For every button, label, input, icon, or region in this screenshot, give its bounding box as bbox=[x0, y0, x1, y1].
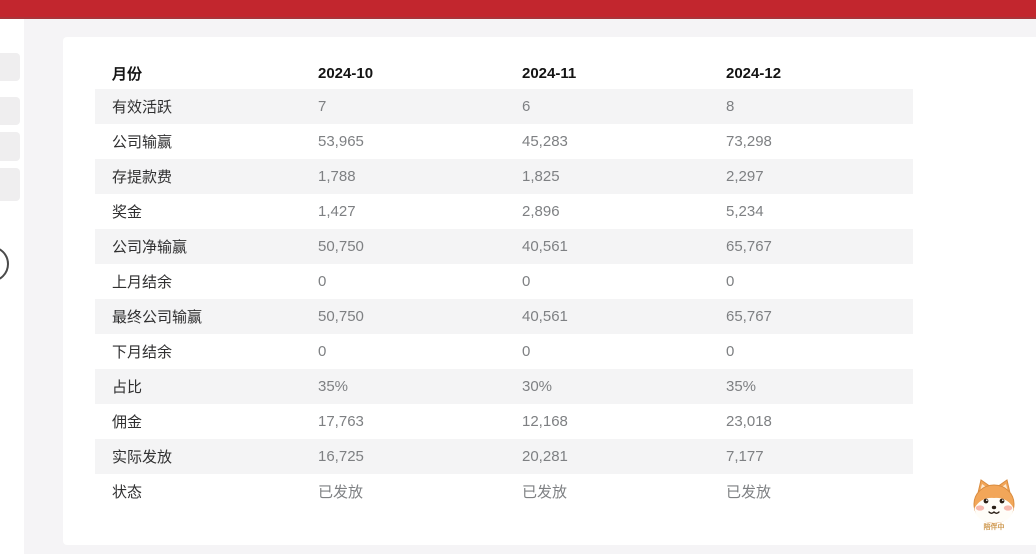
report-card: 月份 2024-10 2024-11 2024-12 有效活跃 7 6 8 公司… bbox=[63, 37, 1036, 545]
cell-2024-10: 已发放 bbox=[318, 484, 364, 501]
row-label: 存提款费 bbox=[112, 169, 173, 186]
cell-2024-12: 5,234 bbox=[726, 203, 764, 220]
sidebar-skeleton-item[interactable] bbox=[0, 53, 20, 81]
cell-2024-11: 12,168 bbox=[522, 413, 568, 430]
row-label: 奖金 bbox=[112, 204, 143, 221]
cell-2024-10: 7 bbox=[318, 98, 327, 115]
cell-2024-10: 0 bbox=[318, 273, 327, 290]
row-label: 有效活跃 bbox=[112, 99, 173, 116]
row-label: 下月结余 bbox=[112, 344, 173, 361]
sidebar-skeleton-item[interactable] bbox=[0, 132, 20, 161]
table-row[interactable]: 下月结余 0 0 0 bbox=[95, 334, 913, 369]
cell-2024-12: 73,298 bbox=[726, 133, 772, 150]
cell-2024-12: 0 bbox=[726, 343, 735, 360]
cell-2024-11: 40,561 bbox=[522, 238, 568, 255]
cell-2024-12: 0 bbox=[726, 273, 735, 290]
cell-2024-12: 8 bbox=[726, 98, 735, 115]
column-header-2024-11: 2024-11 bbox=[522, 65, 577, 82]
cell-2024-12: 35% bbox=[726, 378, 757, 395]
cell-2024-12: 65,767 bbox=[726, 238, 772, 255]
collapsed-sidebar bbox=[0, 19, 24, 554]
table-row[interactable]: 状态 已发放 已发放 已发放 bbox=[95, 474, 913, 509]
monthly-report-table: 月份 2024-10 2024-11 2024-12 有效活跃 7 6 8 公司… bbox=[95, 58, 913, 509]
cell-2024-10: 1,427 bbox=[318, 203, 356, 220]
row-label: 上月结余 bbox=[112, 274, 173, 291]
table-row[interactable]: 公司净输赢 50,750 40,561 65,767 bbox=[95, 229, 913, 264]
table-row[interactable]: 有效活跃 7 6 8 bbox=[95, 89, 913, 124]
table-row[interactable]: 上月结余 0 0 0 bbox=[95, 264, 913, 299]
column-header-2024-10: 2024-10 bbox=[318, 65, 374, 82]
cell-2024-11: 2,896 bbox=[522, 203, 560, 220]
shiba-dog-icon bbox=[968, 479, 1020, 525]
row-label: 公司净输赢 bbox=[112, 239, 188, 256]
table-row[interactable]: 佣金 17,763 12,168 23,018 bbox=[95, 404, 913, 439]
cell-2024-11: 6 bbox=[522, 98, 531, 115]
cell-2024-11: 30% bbox=[522, 378, 553, 395]
cell-2024-11: 0 bbox=[522, 343, 531, 360]
table-header-row: 月份 2024-10 2024-11 2024-12 bbox=[95, 58, 913, 89]
row-label: 佣金 bbox=[112, 414, 143, 431]
row-label: 公司输赢 bbox=[112, 134, 173, 151]
cell-2024-12: 2,297 bbox=[726, 168, 764, 185]
table-row[interactable]: 奖金 1,427 2,896 5,234 bbox=[95, 194, 913, 229]
cell-2024-10: 1,788 bbox=[318, 168, 356, 185]
row-label: 实际发放 bbox=[112, 449, 173, 466]
top-red-bar-edge bbox=[0, 17, 1036, 19]
sidebar-skeleton-item[interactable] bbox=[0, 168, 20, 201]
mascot-widget[interactable]: 陪伴中 bbox=[968, 479, 1020, 541]
cell-2024-12: 65,767 bbox=[726, 308, 772, 325]
sidebar-skeleton-item[interactable] bbox=[0, 97, 20, 125]
table-row[interactable]: 公司输赢 53,965 45,283 73,298 bbox=[95, 124, 913, 159]
cell-2024-12: 7,177 bbox=[726, 448, 764, 465]
table-row[interactable]: 占比 35% 30% 35% bbox=[95, 369, 913, 404]
table-body: 有效活跃 7 6 8 公司输赢 53,965 45,283 73,298 存提款… bbox=[95, 89, 913, 509]
cell-2024-11: 已发放 bbox=[522, 484, 568, 501]
cell-2024-11: 45,283 bbox=[522, 133, 568, 150]
cell-2024-11: 0 bbox=[522, 273, 531, 290]
cell-2024-10: 35% bbox=[318, 378, 349, 395]
cell-2024-12: 已发放 bbox=[726, 484, 772, 501]
row-label: 占比 bbox=[112, 379, 143, 396]
cell-2024-10: 50,750 bbox=[318, 238, 364, 255]
cell-2024-10: 17,763 bbox=[318, 413, 364, 430]
column-header-month: 月份 bbox=[112, 66, 143, 83]
cell-2024-11: 20,281 bbox=[522, 448, 568, 465]
top-red-bar bbox=[0, 0, 1036, 17]
cell-2024-11: 1,825 bbox=[522, 168, 560, 185]
mascot-caption: 陪伴中 bbox=[983, 524, 1005, 531]
cell-2024-10: 53,965 bbox=[318, 133, 364, 150]
cell-2024-12: 23,018 bbox=[726, 413, 772, 430]
row-label: 最终公司输赢 bbox=[112, 309, 203, 326]
column-header-2024-12: 2024-12 bbox=[726, 65, 782, 82]
cell-2024-11: 40,561 bbox=[522, 308, 568, 325]
cell-2024-10: 16,725 bbox=[318, 448, 364, 465]
table-row[interactable]: 存提款费 1,788 1,825 2,297 bbox=[95, 159, 913, 194]
table-row[interactable]: 实际发放 16,725 20,281 7,177 bbox=[95, 439, 913, 474]
cell-2024-10: 50,750 bbox=[318, 308, 364, 325]
cell-2024-10: 0 bbox=[318, 343, 327, 360]
row-label: 状态 bbox=[112, 484, 143, 501]
table-row[interactable]: 最终公司输赢 50,750 40,561 65,767 bbox=[95, 299, 913, 334]
